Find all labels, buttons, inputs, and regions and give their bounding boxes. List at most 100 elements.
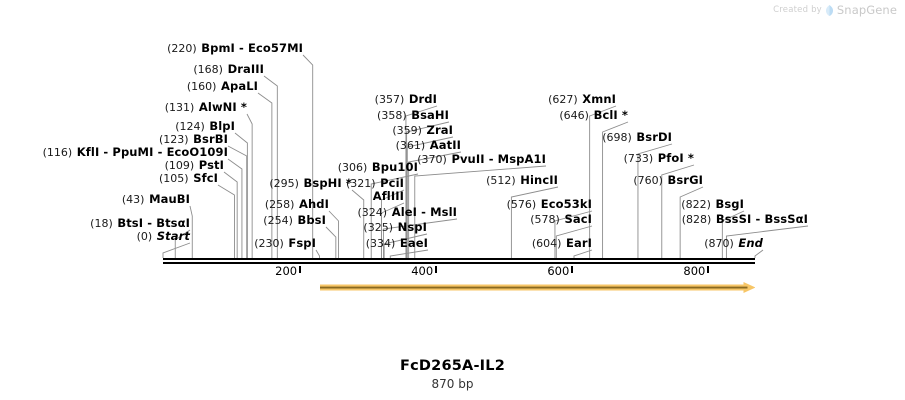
- site-label[interactable]: (325) NspI: [363, 221, 427, 235]
- site-enzymes: BspHI *: [303, 176, 352, 190]
- site-leader-line: [189, 205, 193, 258]
- site-label[interactable]: (116) KflI - PpuMI - EcoO109I: [42, 145, 228, 160]
- site-enzymes: BpmI - Eco57MI: [201, 41, 303, 55]
- site-leader-line: [257, 92, 273, 258]
- site-enzymes: XmnI: [582, 92, 616, 106]
- site-position: (18): [90, 217, 113, 230]
- site-enzymes: Start: [156, 229, 190, 243]
- site-label[interactable]: (105) SfcI: [159, 172, 218, 186]
- site-label[interactable]: (230) FspI: [254, 236, 316, 251]
- site-enzymes: BtsI - BtsαI: [117, 216, 190, 230]
- site-enzymes: KflI - PpuMI - EcoO109I: [76, 145, 228, 159]
- site-label[interactable]: (131) AlwNI *: [165, 101, 247, 115]
- site-label[interactable]: (733) PfoI *: [624, 152, 694, 166]
- site-position: (0): [136, 230, 153, 243]
- construct-length: 870 bp: [431, 377, 474, 391]
- site-enzymes: BlpI: [209, 119, 235, 133]
- site-position: (370): [417, 153, 447, 166]
- site-enzymes: FspI: [288, 236, 316, 250]
- site-label[interactable]: (698) BsrDI: [602, 131, 672, 145]
- site-label[interactable]: (646) BclI *: [559, 109, 628, 123]
- site-label[interactable]: AflIII: [373, 190, 404, 203]
- site-enzymes: ApaLI: [221, 79, 258, 93]
- orf-arrow-core: [319, 286, 747, 289]
- site-leader-line: [389, 249, 429, 258]
- site-position: (334): [365, 237, 396, 250]
- site-leader-line: [328, 210, 340, 258]
- site-leader-line: [302, 54, 314, 258]
- site-enzymes: MauBI: [149, 192, 190, 206]
- site-position: (358): [377, 109, 407, 122]
- site-position: (870): [704, 237, 734, 250]
- site-label[interactable]: (306) Bpu10I: [337, 161, 418, 175]
- site-label[interactable]: (870) End: [704, 237, 763, 251]
- site-label[interactable]: (604) EarI: [532, 237, 592, 251]
- site-label[interactable]: (370) PvuII - MspA1I: [417, 153, 546, 167]
- dna-strand-top: [163, 258, 755, 260]
- site-position: (109): [164, 159, 195, 172]
- site-label[interactable]: (828) BssSI - BssSαI: [681, 213, 808, 227]
- site-label[interactable]: (822) BsgI: [681, 197, 744, 212]
- site-label[interactable]: (258) AhdI: [264, 198, 329, 212]
- site-position: (258): [264, 198, 295, 211]
- ruler-tick: [299, 266, 302, 273]
- site-position: (576): [506, 198, 537, 211]
- site-position: (124): [175, 120, 205, 133]
- site-position: (760): [633, 174, 663, 187]
- site-position: (512): [486, 174, 516, 187]
- site-enzymes: Eco53kI: [540, 197, 592, 211]
- snapgene-watermark: Created by SnapGene: [773, 3, 897, 17]
- site-label[interactable]: (124) BlpI: [175, 119, 235, 134]
- site-leader-line: [223, 171, 238, 258]
- site-label[interactable]: (220) BpmI - Eco57MI: [167, 41, 303, 56]
- site-label[interactable]: (358) BsaHI: [377, 109, 449, 123]
- site-leader-line: [162, 242, 191, 258]
- site-label[interactable]: (361) AatII: [395, 138, 461, 153]
- site-enzymes: AflIII: [372, 189, 404, 203]
- orf-arrow: [319, 282, 755, 293]
- site-label[interactable]: (357) DrdI: [375, 93, 437, 107]
- site-position: (306): [337, 161, 368, 174]
- site-enzymes: PstI: [198, 158, 224, 172]
- site-position: (168): [193, 63, 223, 76]
- site-label[interactable]: (627) XmnI: [548, 92, 616, 107]
- site-label[interactable]: (512) HincII: [486, 173, 558, 188]
- site-label[interactable]: (123) BsrBI: [159, 133, 228, 147]
- site-position: (627): [548, 93, 578, 106]
- site-enzymes: BsgI: [715, 197, 744, 211]
- site-label[interactable]: (109) PstI: [164, 158, 224, 173]
- site-position: (828): [681, 213, 712, 226]
- site-leader-line: [227, 158, 243, 258]
- site-leader-line: [246, 113, 253, 258]
- site-label[interactable]: (578) SacI: [530, 213, 592, 227]
- site-label[interactable]: (324) AleI - MslI: [357, 206, 458, 220]
- site-leader-line: [754, 249, 764, 258]
- ruler-tick-label: 800: [683, 264, 706, 278]
- site-label[interactable]: (760) BsrGI: [633, 174, 703, 188]
- site-leader-line: [263, 75, 278, 258]
- site-label[interactable]: (295) BspHI *: [269, 176, 352, 191]
- site-label[interactable]: (18) BtsI - BtsαI: [90, 216, 190, 231]
- site-label[interactable]: (160) ApaLI: [187, 79, 258, 94]
- site-enzymes: AatII: [429, 138, 461, 152]
- dna-backbone: [163, 258, 755, 264]
- site-enzymes: PciI: [380, 176, 404, 190]
- site-label[interactable]: (321) PciI: [346, 176, 404, 191]
- site-leader-line: [589, 105, 617, 258]
- site-label[interactable]: (576) Eco53kI: [506, 197, 592, 212]
- site-label[interactable]: (254) BbsI: [263, 214, 326, 228]
- site-leader-line: [351, 189, 365, 258]
- site-position: (324): [357, 206, 388, 219]
- site-label[interactable]: (334) EaeI: [365, 237, 428, 251]
- site-enzymes: HincII: [520, 173, 558, 187]
- site-leader-line: [315, 249, 320, 258]
- site-label[interactable]: (43) MauBI: [122, 192, 190, 207]
- site-label[interactable]: (359) ZraI: [392, 124, 453, 138]
- site-leader-line: [227, 145, 248, 258]
- site-label[interactable]: (168) DraIII: [193, 63, 264, 77]
- site-position: (325): [363, 221, 394, 234]
- site-label[interactable]: (0) Start: [136, 229, 190, 244]
- site-position: (116): [42, 146, 73, 159]
- construct-name: FcD265A-IL2: [400, 358, 505, 374]
- site-position: (361): [395, 139, 426, 152]
